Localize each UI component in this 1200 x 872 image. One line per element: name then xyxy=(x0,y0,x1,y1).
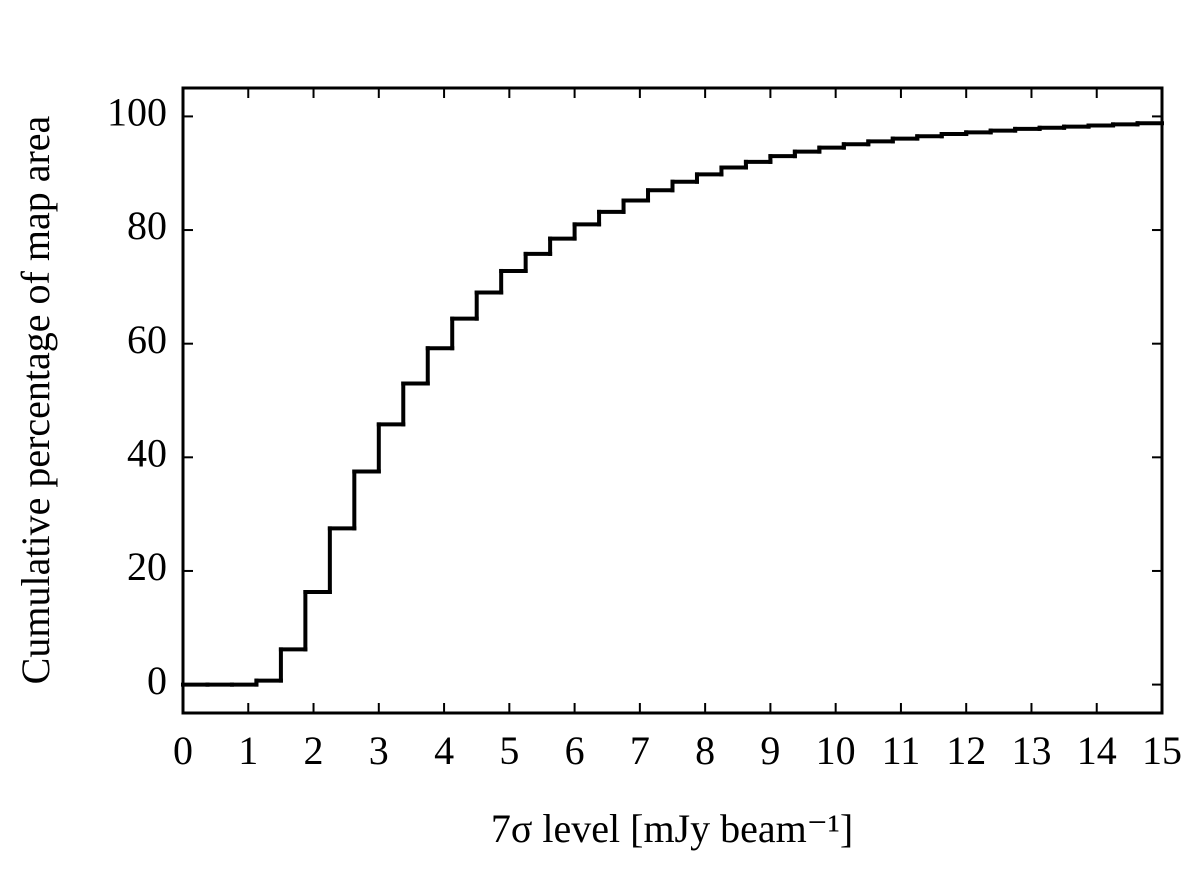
x-tick-label: 13 xyxy=(1011,728,1051,773)
x-tick-label: 7 xyxy=(630,728,650,773)
y-tick-label: 0 xyxy=(147,658,167,703)
x-tick-label: 3 xyxy=(369,728,389,773)
y-tick-label: 20 xyxy=(127,544,167,589)
x-tick-label: 11 xyxy=(882,728,921,773)
x-tick-label: 10 xyxy=(816,728,856,773)
x-tick-label: 9 xyxy=(760,728,780,773)
x-tick-label: 12 xyxy=(946,728,986,773)
x-tick-label: 4 xyxy=(434,728,454,773)
x-tick-label: 14 xyxy=(1077,728,1117,773)
x-tick-label: 6 xyxy=(565,728,585,773)
x-tick-label: 5 xyxy=(499,728,519,773)
y-axis-label: Cumulative percentage of map area xyxy=(13,115,58,684)
y-tick-label: 40 xyxy=(127,430,167,475)
x-tick-label: 2 xyxy=(304,728,324,773)
y-tick-label: 100 xyxy=(107,90,167,135)
plot-frame xyxy=(181,86,1164,715)
x-tick-label: 0 xyxy=(173,728,193,773)
x-tick-label: 8 xyxy=(695,728,715,773)
x-axis-label: 7σ level [mJy beam⁻¹] xyxy=(491,806,853,851)
y-tick-label: 60 xyxy=(127,317,167,362)
x-tick-label: 1 xyxy=(238,728,258,773)
x-tick-label: 15 xyxy=(1142,728,1182,773)
y-tick-label: 80 xyxy=(127,203,167,248)
